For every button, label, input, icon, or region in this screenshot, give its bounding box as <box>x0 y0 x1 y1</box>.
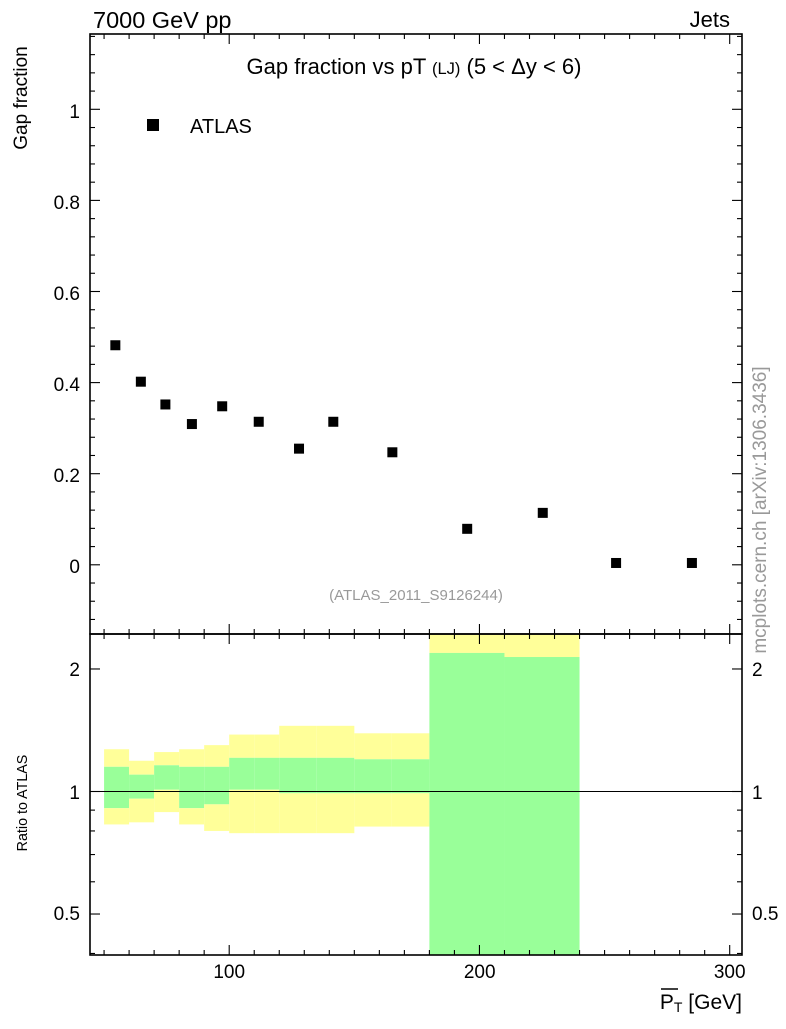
svg-text:200: 200 <box>464 962 496 983</box>
svg-text:0.8: 0.8 <box>54 193 80 214</box>
svg-text:Gap fraction vs pT (LJ) (5 < Δ: Gap fraction vs pT (LJ) (5 < Δy < 6) <box>247 54 582 79</box>
svg-text:0.5: 0.5 <box>752 904 778 925</box>
svg-text:100: 100 <box>213 962 245 983</box>
svg-text:1: 1 <box>69 783 80 804</box>
svg-text:Ratio to ATLAS: Ratio to ATLAS <box>15 755 31 852</box>
svg-text:Jets: Jets <box>690 7 730 32</box>
svg-text:300: 300 <box>714 962 746 983</box>
svg-text:2: 2 <box>69 660 80 681</box>
svg-text:0.2: 0.2 <box>54 466 80 487</box>
svg-text:PT [GeV]: PT [GeV] <box>660 991 742 1015</box>
svg-text:2: 2 <box>752 660 763 681</box>
svg-text:Gap fraction: Gap fraction <box>11 46 32 150</box>
svg-text:ATLAS: ATLAS <box>190 116 252 138</box>
svg-text:1: 1 <box>752 783 763 804</box>
svg-text:mcplots.cern.ch [arXiv:1306.34: mcplots.cern.ch [arXiv:1306.3436] <box>750 366 771 653</box>
svg-text:0: 0 <box>69 557 80 578</box>
svg-text:0.5: 0.5 <box>54 904 80 925</box>
svg-text:(ATLAS_2011_S9126244): (ATLAS_2011_S9126244) <box>329 587 503 604</box>
svg-text:1: 1 <box>69 102 80 123</box>
svg-text:0.6: 0.6 <box>54 284 80 305</box>
svg-text:7000 GeV pp: 7000 GeV pp <box>93 7 232 33</box>
svg-text:0.4: 0.4 <box>54 375 81 396</box>
